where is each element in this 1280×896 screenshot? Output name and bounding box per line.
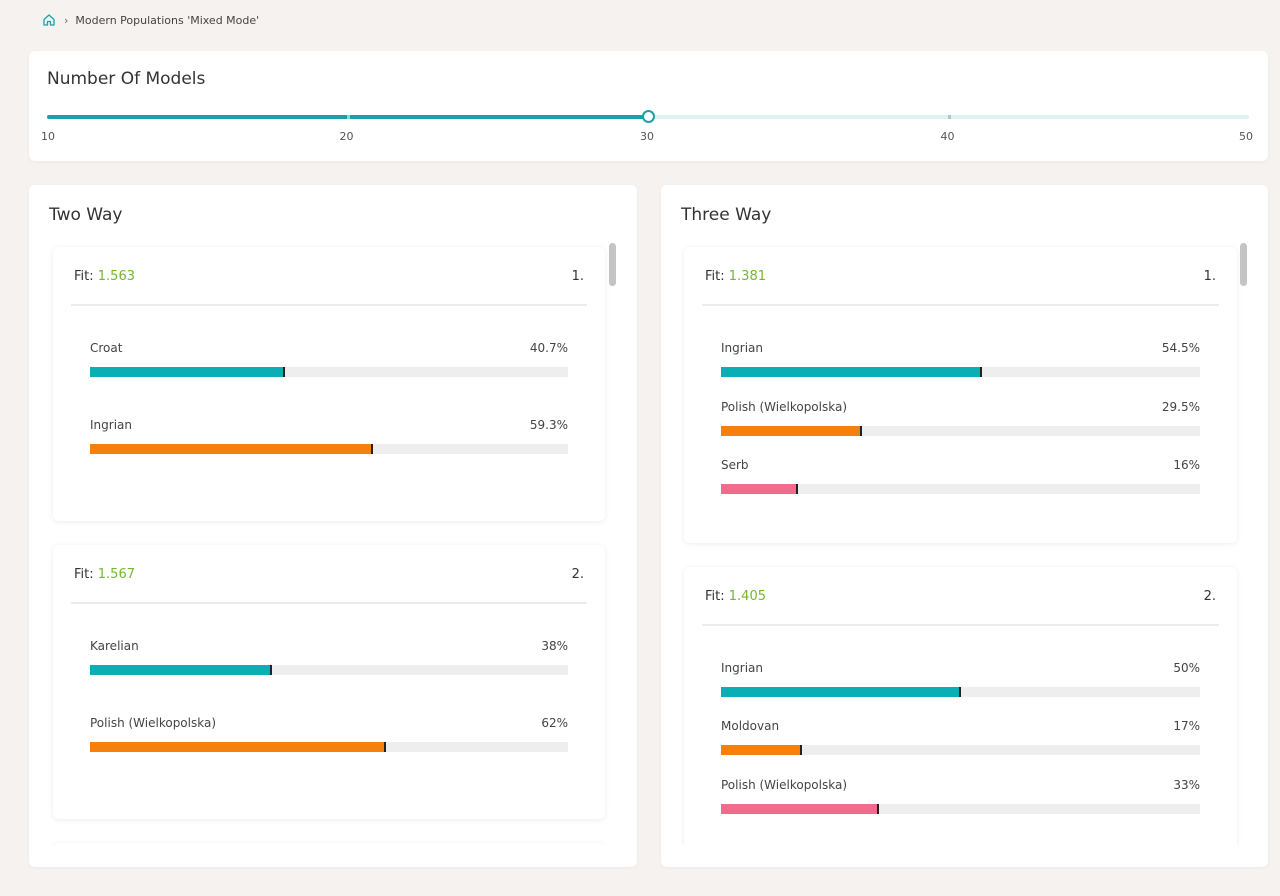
- fit-label: Fit: 1.405: [705, 589, 766, 604]
- component-percent: 54.5%: [1161, 341, 1200, 355]
- component-bar: [721, 745, 1200, 755]
- component-percent: 16%: [1173, 458, 1200, 472]
- slider-title: Number Of Models: [47, 69, 206, 89]
- three-way-title: Three Way: [681, 205, 772, 225]
- component-row: Moldovan 17%: [721, 719, 1200, 759]
- model-rank: 1.: [571, 269, 584, 284]
- breadcrumb-separator: ›: [64, 13, 69, 27]
- component-bar: [90, 444, 568, 454]
- component-row: Polish (Wielkopolska) 29.5%: [721, 400, 1200, 440]
- component-row: Ingrian 50%: [721, 661, 1200, 701]
- fit-label: Fit: 1.381: [705, 269, 766, 284]
- component-percent: 59.3%: [529, 418, 568, 432]
- model-rank: 2.: [571, 567, 584, 582]
- fit-prefix: Fit:: [705, 588, 725, 604]
- breadcrumb-current: Modern Populations 'Mixed Mode': [75, 13, 260, 27]
- component-bar-fill: [90, 665, 272, 675]
- component-bar: [721, 484, 1200, 494]
- component-percent: 50%: [1173, 660, 1200, 675]
- model-divider: [71, 304, 587, 306]
- model-card: Fit: 1.405 2. Ingrian 50% Moldovan 17% Polish …: [684, 566, 1237, 845]
- slider-mark-label: 20: [339, 130, 354, 143]
- fit-label: Fit: 1.567: [74, 567, 135, 582]
- model-rank: 1.: [1203, 269, 1216, 284]
- component-bar-fill: [90, 367, 285, 377]
- two-way-panel: Two Way Fit: 1.563 1. Croat 40.7% Ingrian 59.…: [29, 185, 637, 867]
- component-bar: [90, 665, 568, 675]
- component-bar-fill: [721, 484, 798, 494]
- three-way-scrollbar[interactable]: [1240, 243, 1247, 286]
- home-icon[interactable]: [42, 13, 56, 27]
- component-row: Croat 40.7%: [90, 341, 568, 381]
- slider-tick: [947, 115, 951, 119]
- three-way-panel: Three Way Fit: 1.381 1. Ingrian 54.5% Polish…: [661, 185, 1268, 867]
- component-bar: [721, 686, 1200, 697]
- component-percent: 62%: [541, 716, 568, 730]
- fit-value: 1.567: [97, 567, 135, 582]
- component-percent: 29.5%: [1161, 399, 1200, 414]
- slider-tick: [346, 115, 350, 119]
- component-name: Polish (Wielkopolska): [721, 777, 848, 792]
- component-name: Ingrian: [90, 418, 132, 432]
- model-rank: 2.: [1203, 588, 1216, 604]
- fit-prefix: Fit:: [705, 269, 725, 284]
- component-name: Ingrian: [721, 660, 763, 675]
- component-row: Polish (Wielkopolska) 62%: [90, 716, 568, 756]
- component-bar-fill: [721, 425, 863, 436]
- model-card: Fit: 1.563 1. Croat 40.7% Ingrian 59.3%: [53, 247, 605, 521]
- breadcrumb: › Modern Populations 'Mixed Mode': [42, 13, 259, 27]
- model-card: Fit: 1.567 2. Karelian 38% Polish (Wielkopol…: [53, 545, 605, 819]
- component-bar: [721, 425, 1200, 436]
- fit-prefix: Fit:: [74, 567, 94, 582]
- component-row: Serb 16%: [721, 458, 1200, 498]
- fit-prefix: Fit:: [74, 269, 94, 284]
- component-row: Polish (Wielkopolska) 33%: [721, 778, 1200, 818]
- component-name: Moldovan: [721, 719, 780, 733]
- component-percent: 38%: [541, 639, 568, 653]
- component-bar-fill: [90, 742, 387, 752]
- component-row: Karelian 38%: [90, 639, 568, 679]
- component-name: Polish (Wielkopolska): [721, 399, 848, 414]
- models-slider-card: Number Of Models 10 20 30 40 50: [29, 51, 1268, 161]
- fit-value: 1.381: [728, 269, 766, 284]
- fit-value: 1.405: [728, 588, 766, 604]
- component-name: Serb: [721, 458, 749, 472]
- model-card: Fit: 1.5673.: [53, 843, 605, 845]
- component-bar-fill: [721, 745, 803, 755]
- component-bar: [721, 367, 1200, 377]
- component-name: Polish (Wielkopolska): [90, 716, 217, 730]
- component-bar-fill: [721, 367, 983, 377]
- slider-mark-label: 50: [1239, 130, 1253, 143]
- component-percent: 17%: [1173, 719, 1200, 733]
- component-name: Ingrian: [721, 341, 763, 355]
- component-bar: [90, 367, 568, 377]
- component-row: Ingrian 59.3%: [90, 418, 568, 458]
- two-way-list[interactable]: Fit: 1.563 1. Croat 40.7% Ingrian 59.3% Fit: 1…: [29, 241, 637, 845]
- slider-handle[interactable]: [641, 110, 655, 123]
- fit-label: Fit: 1.563: [74, 269, 135, 284]
- component-bar-fill: [721, 803, 880, 814]
- slider-mark-label: 40: [940, 130, 955, 143]
- fit-value: 1.563: [97, 269, 135, 284]
- component-row: Ingrian 54.5%: [721, 341, 1200, 381]
- model-divider: [71, 602, 587, 604]
- component-bar-fill: [90, 444, 374, 454]
- two-way-scrollbar[interactable]: [609, 243, 616, 286]
- component-percent: 40.7%: [529, 341, 568, 355]
- model-divider: [702, 304, 1219, 306]
- slider-mark-label: 10: [41, 130, 55, 143]
- two-way-title: Two Way: [49, 205, 123, 225]
- component-bar: [90, 742, 568, 752]
- three-way-list[interactable]: Fit: 1.381 1. Ingrian 54.5% Polish (Wielkopo…: [661, 241, 1268, 845]
- slider-mark-label: 30: [640, 130, 654, 143]
- model-divider: [702, 623, 1219, 626]
- component-bar-fill: [721, 686, 961, 697]
- model-card: Fit: 1.381 1. Ingrian 54.5% Polish (Wielkopo…: [684, 247, 1237, 543]
- component-percent: 33%: [1173, 777, 1200, 792]
- component-name: Karelian: [90, 639, 139, 653]
- component-bar: [721, 803, 1200, 814]
- component-name: Croat: [90, 341, 123, 355]
